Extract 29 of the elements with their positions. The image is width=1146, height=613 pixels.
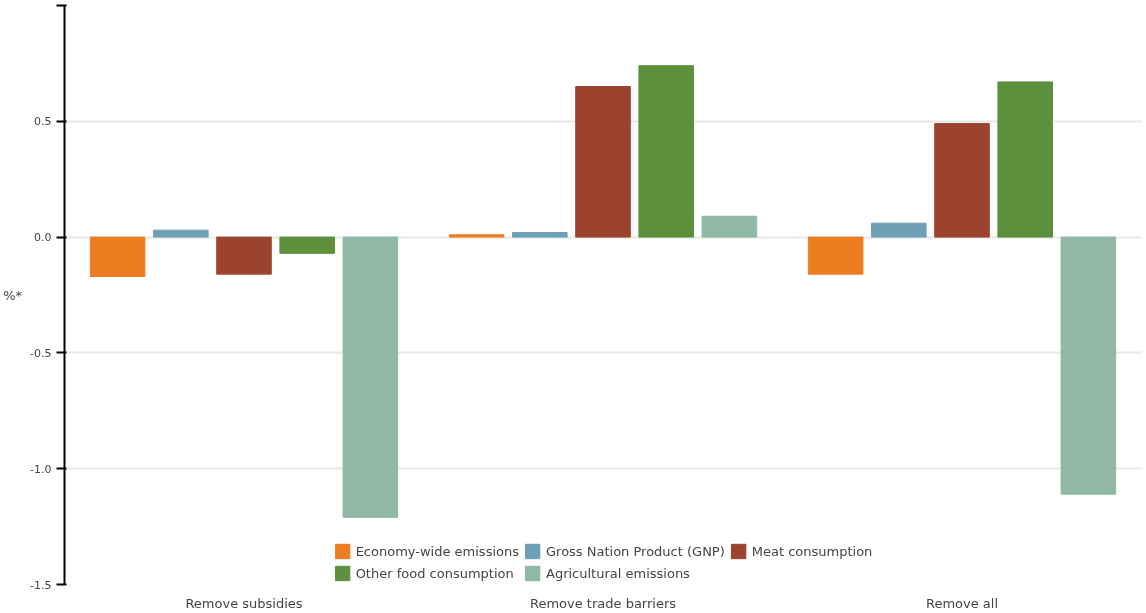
- bar: [807, 236, 864, 275]
- bar: [448, 234, 505, 238]
- legend-label: Agricultural emissions: [546, 565, 690, 581]
- x-tick-label: Remove trade barriers: [529, 595, 677, 611]
- bar: [1060, 236, 1117, 495]
- x-tick-label: Remove all: [925, 595, 999, 611]
- x-tick-label: Remove subsidies: [185, 595, 303, 611]
- bar: [153, 229, 209, 238]
- bar: [997, 81, 1053, 238]
- legend-label: Gross Nation Product (GNP): [546, 543, 725, 559]
- bar: [575, 86, 631, 238]
- y-tick-label: -1.5: [30, 578, 52, 592]
- bar: [342, 236, 399, 518]
- legend-label: Meat consumption: [751, 543, 873, 559]
- bar: [512, 231, 568, 238]
- y-tick-label: -0.5: [30, 346, 52, 360]
- bar: [216, 236, 272, 275]
- y-axis-title: %*: [3, 287, 23, 303]
- bar: [701, 215, 758, 238]
- bar: [638, 65, 694, 238]
- bar: [89, 236, 146, 277]
- bar: [279, 236, 335, 254]
- y-tick-label: -1.0: [30, 462, 52, 476]
- legend-label: Other food consumption: [355, 565, 514, 581]
- y-tick-label: 0.0: [34, 231, 52, 245]
- y-tick-label: 0.5: [34, 115, 52, 129]
- bar: [934, 123, 990, 238]
- legend-label: Economy-wide emissions: [355, 543, 519, 559]
- bar: [871, 222, 927, 238]
